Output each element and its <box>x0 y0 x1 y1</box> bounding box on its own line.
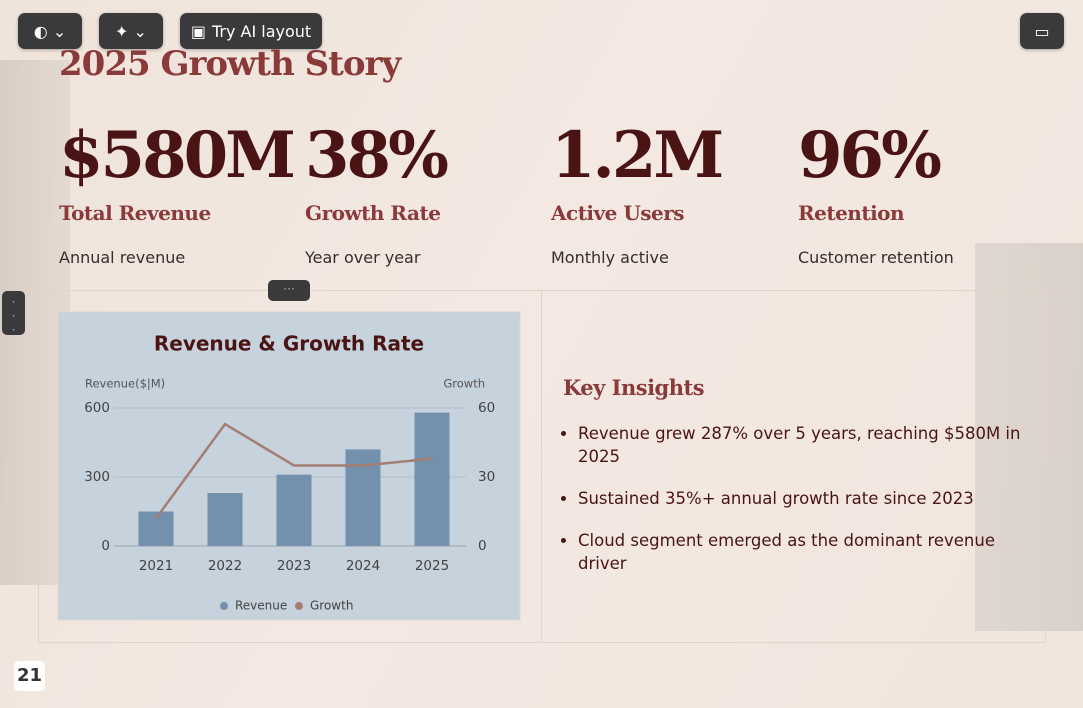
stat-caption: Monthly active <box>551 248 669 267</box>
x-tick-label: 2024 <box>346 558 380 574</box>
stat-label: Total Revenue <box>59 201 211 225</box>
stat-value: 96% <box>798 118 942 193</box>
legend-swatch <box>295 602 303 610</box>
y2-tick-label: 0 <box>478 538 487 554</box>
y2-axis-label: Growth <box>443 377 485 391</box>
stat-caption: Annual revenue <box>59 248 186 267</box>
bar <box>276 474 312 546</box>
legend-label: Revenue <box>235 599 287 613</box>
insight-item: Cloud segment emerged as the dominant re… <box>578 529 1048 575</box>
stat-label: Retention <box>798 201 905 225</box>
stat-caption: Year over year <box>305 248 421 267</box>
magic-button[interactable]: ✦ ⌄ <box>99 13 163 49</box>
drag-handle[interactable]: ··· <box>268 280 310 301</box>
button-label: Try AI layout <box>211 21 312 41</box>
insight-item: Revenue grew 287% over 5 years, reaching… <box>578 422 1048 468</box>
stat-label: Active Users <box>551 201 685 225</box>
slide-title: 2025 Growth Story <box>59 44 401 84</box>
sparkle-icon: ✦ ⌄ <box>115 21 147 41</box>
theme-button[interactable]: ◐ ⌄ <box>18 13 82 49</box>
stat-value: $580M <box>59 118 296 193</box>
y2-tick-label: 60 <box>478 400 495 416</box>
layout-icon: ▣ <box>190 21 206 41</box>
y-axis-label: Revenue($|M) <box>85 377 165 391</box>
legend-label: Growth <box>310 599 353 613</box>
stat-value: 1.2M <box>551 118 724 193</box>
ai-layout-button[interactable]: ▣ Try AI layout <box>180 13 322 49</box>
x-tick-label: 2021 <box>139 558 173 574</box>
bar <box>414 412 450 546</box>
y-tick-label: 0 <box>101 538 110 554</box>
legend-swatch <box>220 602 228 610</box>
layout-frame <box>38 290 1046 643</box>
comment-icon: ▭ <box>1034 21 1050 41</box>
comment-button[interactable]: ▭ <box>1020 13 1064 49</box>
x-tick-label: 2023 <box>277 558 311 574</box>
x-tick-label: 2025 <box>415 558 449 574</box>
page-number: 21 <box>14 661 45 691</box>
palette-icon: ◐ ⌄ <box>33 21 67 41</box>
y2-tick-label: 30 <box>478 469 495 485</box>
bar <box>207 493 243 546</box>
x-tick-label: 2022 <box>208 558 242 574</box>
y-tick-label: 600 <box>84 400 110 416</box>
insights-list: Revenue grew 287% over 5 years, reaching… <box>556 422 1048 594</box>
insights-title: Key Insights <box>563 375 705 400</box>
insight-item: Sustained 35%+ annual growth rate since … <box>578 487 1048 510</box>
stat-label: Growth Rate <box>305 201 441 225</box>
y-tick-label: 300 <box>84 469 110 485</box>
stat-caption: Customer retention <box>798 248 954 267</box>
decor-right <box>975 243 1083 631</box>
chart-title: Revenue & Growth Rate <box>154 332 424 356</box>
side-handle[interactable]: · · · <box>2 291 25 337</box>
stat-value: 38% <box>305 118 449 193</box>
column-divider <box>541 290 542 642</box>
line <box>154 422 433 520</box>
